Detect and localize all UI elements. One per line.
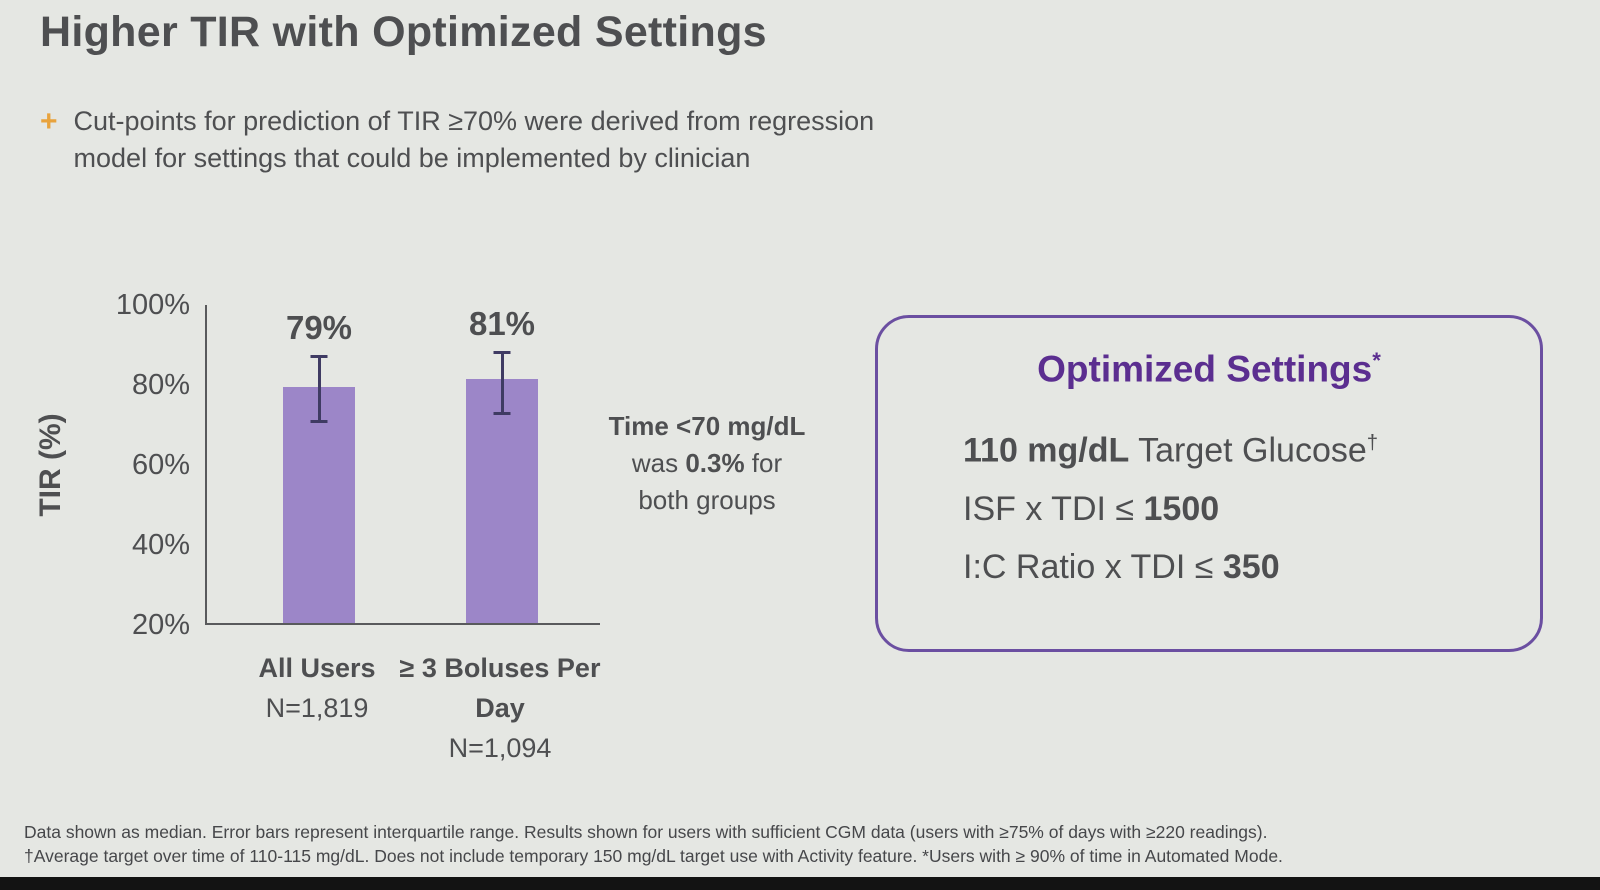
plot-area: 79% 81% (205, 305, 600, 625)
annotation-bold-2: 0.3% (685, 448, 745, 478)
settings-text: ISF x TDI ≤ (963, 489, 1144, 528)
y-tick-80: 80% (131, 369, 190, 401)
y-tick-40: 40% (131, 529, 190, 561)
bullet-line-1: Cut-points for prediction of TIR ≥70% we… (73, 106, 875, 136)
settings-text: I:C Ratio x TDI ≤ (963, 547, 1223, 586)
error-bar-3-boluses (500, 351, 504, 415)
page-title: Higher TIR with Optimized Settings (40, 8, 767, 56)
annotation-line-3: both groups (638, 485, 776, 515)
category-name: ≥ 3 Boluses Per Day (399, 653, 601, 723)
bullet-point: + Cut-points for prediction of TIR ≥70% … (40, 103, 874, 177)
error-bar-all-users (317, 355, 321, 423)
settings-text: Target Glucose (1129, 431, 1367, 470)
annotation-bold-1: Time <70 mg/dL (608, 411, 806, 441)
x-label-all-users: All Users N=1,819 (207, 648, 427, 728)
footnote-line-2: †Average target over time of 110-115 mg/… (24, 846, 1283, 866)
annotation-text: was (631, 448, 686, 478)
settings-row-ic-ratio: I:C Ratio x TDI ≤ 350 (963, 538, 1540, 596)
dagger-superscript: † (1366, 432, 1379, 455)
hypo-annotation: Time <70 mg/dL was 0.3% for both groups (572, 408, 842, 519)
category-name: All Users (258, 653, 376, 683)
settings-title-text: Optimized Settings (1037, 348, 1373, 390)
bullet-line-2: model for settings that could be impleme… (73, 143, 751, 173)
bullet-text: Cut-points for prediction of TIR ≥70% we… (74, 103, 875, 177)
settings-value: 350 (1222, 547, 1280, 586)
settings-row-target-glucose: 110 mg/dL Target Glucose† (963, 414, 1540, 479)
annotation-text: for (744, 448, 783, 478)
plus-bullet-icon: + (40, 105, 58, 138)
settings-title-asterisk: * (1372, 348, 1381, 373)
x-label-3-boluses: ≥ 3 Boluses Per Day N=1,094 (385, 648, 615, 768)
y-tick-20: 20% (131, 609, 190, 641)
footnote-line-1: Data shown as median. Error bars represe… (24, 822, 1268, 842)
bar-group-3-boluses: 81% (466, 305, 538, 623)
y-tick-100: 100% (115, 289, 190, 321)
bottom-bar (0, 877, 1600, 890)
y-tick-60: 60% (131, 449, 190, 481)
footnotes: Data shown as median. Error bars represe… (24, 820, 1283, 868)
settings-value: 110 mg/dL (963, 431, 1130, 470)
category-n: N=1,819 (265, 693, 369, 723)
y-axis-label: TIR (%) (34, 413, 67, 517)
settings-value: 1500 (1143, 489, 1220, 528)
settings-box-title: Optimized Settings* (878, 348, 1540, 390)
bar-value-label: 79% (285, 309, 353, 346)
bar-3-boluses (466, 379, 538, 623)
bar-value-label: 81% (468, 305, 536, 342)
optimized-settings-box: Optimized Settings* 110 mg/dL Target Glu… (875, 315, 1543, 652)
bar-group-all-users: 79% (283, 305, 355, 623)
category-n: N=1,094 (448, 733, 552, 763)
settings-row-isf: ISF x TDI ≤ 1500 (963, 480, 1540, 538)
bar-all-users (283, 387, 355, 623)
settings-list: 110 mg/dL Target Glucose† ISF x TDI ≤ 15… (963, 414, 1540, 595)
